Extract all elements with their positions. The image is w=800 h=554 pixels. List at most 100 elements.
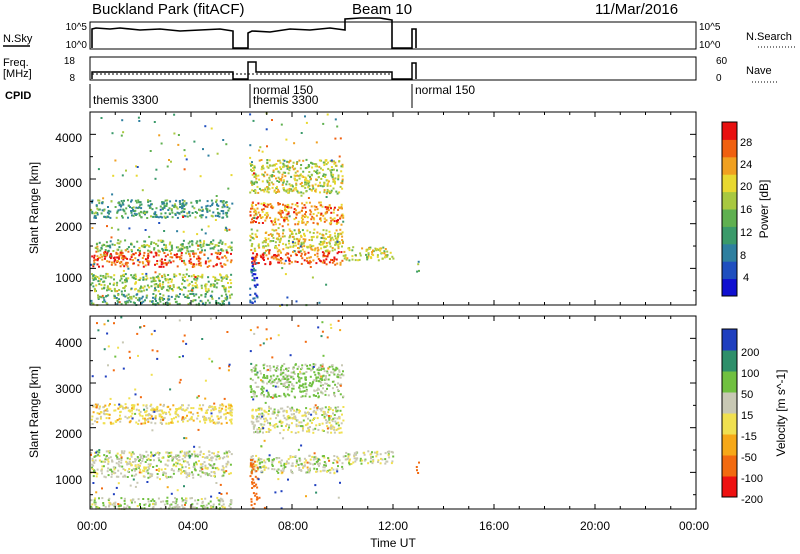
data-pixel <box>311 455 314 458</box>
data-pixel <box>329 184 332 187</box>
data-pixel <box>283 189 286 192</box>
data-pixel <box>113 244 116 246</box>
vel-cbar-tick-3: 15 <box>741 410 753 422</box>
data-pixel <box>182 454 185 457</box>
data-pixel <box>131 276 134 279</box>
data-pixel <box>193 464 196 466</box>
data-pixel <box>321 241 324 243</box>
data-pixel <box>290 431 293 434</box>
data-pixel <box>268 159 271 162</box>
data-pixel <box>288 426 290 429</box>
data-pixel <box>305 183 308 186</box>
scatter-pixel <box>182 355 184 358</box>
data-pixel <box>94 275 97 278</box>
data-pixel <box>118 246 121 249</box>
data-pixel <box>254 233 257 236</box>
velocity-heatmap-cells <box>90 316 420 510</box>
data-pixel <box>99 249 102 252</box>
data-pixel <box>225 462 228 465</box>
data-pixel <box>298 238 301 241</box>
data-pixel <box>300 164 303 166</box>
data-pixel <box>289 409 292 412</box>
data-pixel <box>161 202 164 205</box>
data-pixel <box>328 235 331 238</box>
data-pixel <box>167 459 170 462</box>
data-pixel <box>143 246 146 249</box>
data-pixel <box>141 460 144 463</box>
data-pixel <box>219 497 222 500</box>
data-pixel <box>207 502 210 505</box>
data-pixel <box>222 200 225 202</box>
data-pixel <box>91 273 93 276</box>
data-pixel <box>123 287 126 290</box>
data-pixel <box>275 177 277 180</box>
data-pixel <box>212 275 215 278</box>
scatter-pixel <box>326 427 329 430</box>
scatter-pixel <box>300 194 303 197</box>
velocity-colorbar-cell <box>722 476 737 498</box>
data-pixel <box>249 287 252 290</box>
data-pixel <box>255 454 258 457</box>
scatter-pixel <box>320 375 323 378</box>
data-pixel <box>256 254 259 257</box>
data-pixel <box>330 207 332 210</box>
scatter-pixel <box>305 121 308 124</box>
data-pixel <box>292 246 295 248</box>
data-pixel <box>225 275 228 278</box>
data-pixel <box>339 393 342 396</box>
data-pixel <box>201 463 204 465</box>
data-pixel <box>123 275 125 278</box>
data-pixel <box>167 209 170 211</box>
data-pixel <box>345 451 348 454</box>
data-pixel <box>139 453 142 456</box>
data-pixel <box>146 407 149 410</box>
data-pixel <box>145 260 148 263</box>
data-pixel <box>295 381 298 384</box>
data-pixel <box>170 244 173 247</box>
data-pixel <box>337 251 340 253</box>
data-pixel <box>254 365 256 368</box>
data-pixel <box>340 373 343 376</box>
data-pixel <box>203 240 206 243</box>
data-pixel <box>161 247 164 250</box>
data-pixel <box>294 171 297 174</box>
data-pixel <box>319 201 322 204</box>
data-pixel <box>337 235 339 238</box>
data-pixel <box>182 499 185 502</box>
data-pixel <box>296 261 299 263</box>
data-pixel <box>416 469 418 472</box>
data-pixel <box>138 251 141 254</box>
data-pixel <box>294 244 297 247</box>
scatter-pixel <box>227 187 230 190</box>
data-pixel <box>188 450 191 453</box>
data-pixel <box>217 257 220 260</box>
data-pixel <box>303 259 306 262</box>
data-pixel <box>261 166 264 169</box>
data-pixel <box>106 285 109 288</box>
data-pixel <box>186 414 188 417</box>
data-pixel <box>334 180 336 183</box>
data-pixel <box>312 463 315 466</box>
data-pixel <box>138 279 141 281</box>
data-pixel <box>252 485 255 488</box>
data-pixel <box>229 472 232 475</box>
data-pixel <box>345 258 348 261</box>
data-pixel <box>139 252 142 255</box>
data-pixel <box>274 217 277 220</box>
data-pixel <box>121 451 123 454</box>
data-pixel <box>161 208 164 211</box>
data-pixel <box>209 205 212 208</box>
data-pixel <box>183 280 186 283</box>
data-pixel <box>130 199 133 202</box>
vel-cbar-tick-2: 50 <box>741 389 753 401</box>
scatter-pixel <box>256 326 259 329</box>
data-pixel <box>307 180 310 183</box>
data-pixel <box>325 192 328 195</box>
data-pixel <box>276 468 279 471</box>
data-pixel <box>388 450 391 453</box>
scatter-pixel <box>316 406 319 409</box>
data-pixel <box>304 223 307 226</box>
data-pixel <box>217 211 220 214</box>
data-pixel <box>115 475 118 478</box>
data-pixel <box>175 294 178 297</box>
